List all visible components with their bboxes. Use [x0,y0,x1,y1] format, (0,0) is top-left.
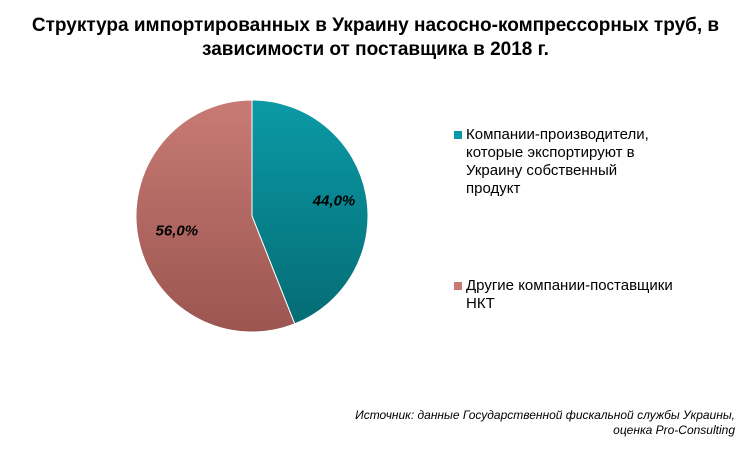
pie-data-label-0: 44,0% [312,192,356,209]
chart-title: Структура импортированных в Украину насо… [0,14,751,62]
source-line-1: Источник: данные Государственной фискаль… [355,408,735,422]
legend-label-line: Компании-производители, [466,126,649,143]
legend-swatch-manufacturers [454,131,462,139]
source-line-2: оценка Pro-Consulting [613,423,735,437]
legend-item-other-suppliers: Другие компании-поставщики НКТ [454,277,744,313]
legend-label-manufacturers: Компании-производители, которые экспорти… [466,126,736,198]
pie-slices [135,99,369,333]
legend-label-line: Другие компании-поставщики [466,277,673,294]
pie-data-labels: 44,0% 56,0% [156,192,356,239]
chart-title-line-2: зависимости от поставщика в 2018 г. [202,39,549,60]
chart-legend: Компании-производители, которые экспорти… [454,0,744,449]
pie-slice-1 [135,99,296,333]
legend-label-line: которые экспортируют в [466,144,635,161]
chart-title-line-1: Структура импортированных в Украину насо… [31,15,720,36]
legend-label-line: продукт [466,180,521,197]
legend-label-line: Украину собственный [466,162,618,179]
pie-data-label-1: 56,0% [156,222,199,239]
legend-label-other-suppliers: Другие компании-поставщики НКТ [466,277,736,313]
chart-source-note: Источник: данные Государственной фискаль… [275,408,735,438]
legend-label-line: НКТ [466,295,495,312]
legend-item-manufacturers: Компании-производители, которые экспорти… [454,126,744,198]
legend-swatch-other-suppliers [454,282,462,290]
pie-slice-0 [251,99,369,325]
